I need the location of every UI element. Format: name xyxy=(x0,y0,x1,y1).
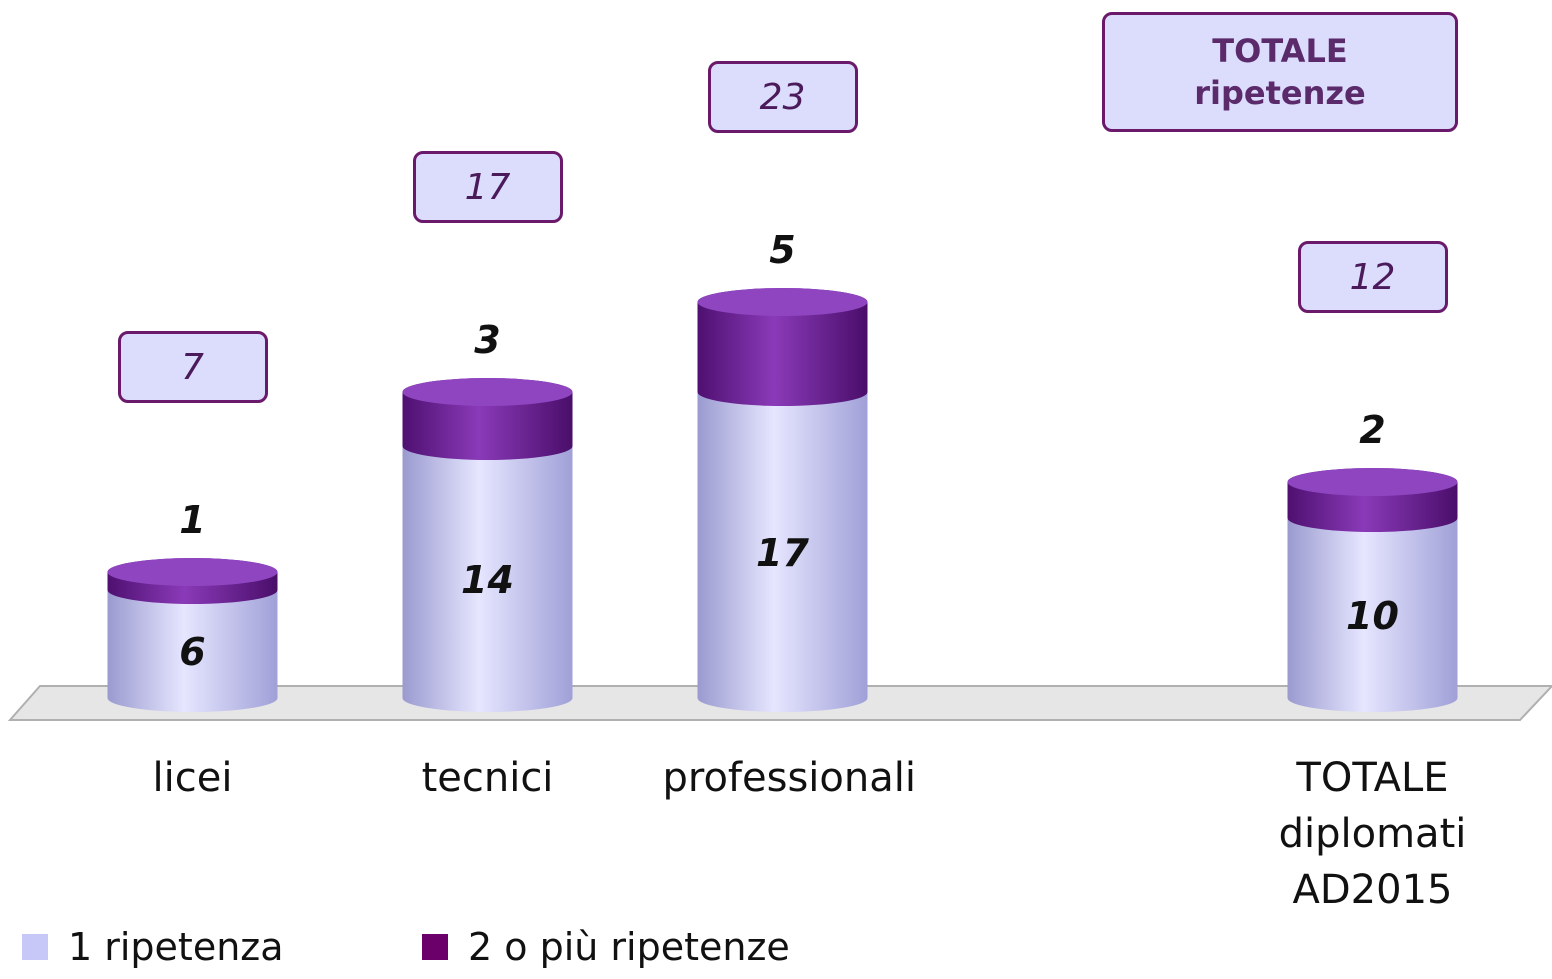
bar-segment xyxy=(697,288,868,407)
bar-top xyxy=(402,378,573,406)
data-label: 17 xyxy=(756,531,809,575)
legend-label: 1 ripetenza xyxy=(68,925,284,969)
data-label: 3 xyxy=(474,318,501,362)
bar-top xyxy=(107,558,278,586)
bar-top xyxy=(697,288,868,316)
x-tick-label: licei xyxy=(152,755,233,801)
x-tick-label: tecnici xyxy=(421,755,554,801)
bar-segment xyxy=(107,576,278,712)
data-label: 6 xyxy=(179,630,206,674)
data-label: 2 xyxy=(1359,408,1386,452)
totals-header: TOTALE ripetenze xyxy=(1102,12,1458,132)
data-label: 14 xyxy=(461,558,514,602)
bar-top xyxy=(1287,468,1458,496)
total-label: 17 xyxy=(412,151,563,223)
totals-header-text: TOTALE ripetenze xyxy=(1194,32,1366,112)
data-label: 10 xyxy=(1346,594,1399,638)
total-label: 12 xyxy=(1297,241,1448,313)
data-label: 1 xyxy=(179,498,206,542)
data-label: 5 xyxy=(769,228,796,272)
x-tick-label: TOTALE diplomati AD2015 xyxy=(1278,755,1467,913)
legend-swatch xyxy=(422,934,448,960)
total-label: 7 xyxy=(117,331,268,403)
bar-segment xyxy=(1287,504,1458,712)
legend-swatch xyxy=(22,934,48,960)
legend-label: 2 o più ripetenze xyxy=(468,925,790,969)
legend-item: 2 o più ripetenze xyxy=(422,925,790,969)
total-label: 23 xyxy=(707,61,858,133)
bar-segment xyxy=(402,432,573,712)
bar-segment xyxy=(697,378,868,712)
legend-item: 1 ripetenza xyxy=(22,925,284,969)
x-tick-label: professionali xyxy=(662,755,916,801)
